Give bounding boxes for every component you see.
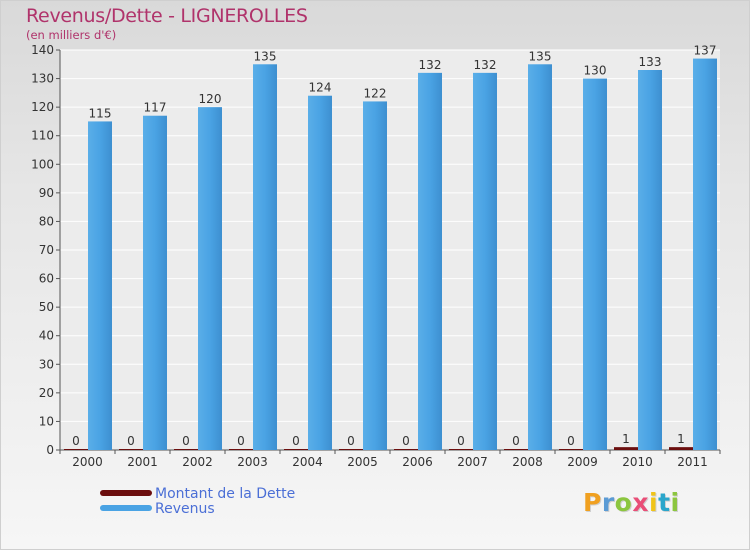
- revenue-bar: [638, 70, 662, 450]
- revenue-bar: [363, 101, 387, 450]
- debt-bar: [504, 449, 528, 450]
- logo-letter: t: [658, 488, 671, 517]
- debt-value-label: 0: [567, 434, 575, 448]
- revenue-bar: [143, 115, 167, 450]
- x-tick-label: 2008: [512, 455, 543, 469]
- debt-value-label: 0: [72, 434, 80, 448]
- revenue-value-label: 135: [529, 49, 552, 63]
- revenue-bar: [693, 58, 717, 450]
- chart-subtitle: (en milliers d'€): [26, 28, 117, 42]
- y-tick-label: 50: [39, 300, 54, 314]
- x-tick-label: 2000: [72, 455, 103, 469]
- x-tick-label: 2007: [457, 455, 488, 469]
- debt-bar: [119, 449, 143, 450]
- legend-label-revenus: Revenus: [155, 501, 215, 517]
- debt-value-label: 0: [402, 434, 410, 448]
- debt-bar: [64, 449, 88, 450]
- y-tick-label: 70: [39, 243, 54, 257]
- debt-bar: [339, 449, 363, 450]
- debt-value-label: 1: [677, 432, 685, 446]
- y-tick-label: 140: [31, 43, 54, 57]
- debt-value-label: 0: [237, 434, 245, 448]
- logo-letter: P: [583, 488, 602, 517]
- logo-letter: o: [614, 488, 633, 517]
- x-tick-label: 2003: [237, 455, 268, 469]
- revenue-bar: [418, 72, 442, 450]
- y-tick-label: 130: [31, 72, 54, 86]
- revenue-value-label: 117: [144, 101, 167, 115]
- debt-value-label: 1: [622, 432, 630, 446]
- x-tick-label: 2001: [127, 455, 158, 469]
- proxiti-logo: Proxiti: [583, 488, 680, 517]
- revenue-bar: [253, 64, 277, 451]
- debt-bar: [174, 449, 198, 450]
- revenue-value-label: 124: [309, 81, 332, 95]
- revenue-bar: [583, 78, 607, 451]
- revenue-value-label: 120: [199, 92, 222, 106]
- chart-title: Revenus/Dette - LIGNEROLLES: [26, 5, 308, 27]
- debt-bar: [394, 449, 418, 450]
- debt-bar: [669, 447, 693, 450]
- debt-bar: [559, 449, 583, 450]
- y-tick-label: 120: [31, 100, 54, 114]
- revenue-bar: [528, 64, 552, 451]
- legend-label-dette: Montant de la Dette: [155, 486, 296, 502]
- x-tick-label: 2010: [622, 455, 653, 469]
- debt-bar: [229, 449, 253, 450]
- y-tick-label: 80: [39, 214, 54, 228]
- y-tick-label: 40: [39, 329, 54, 343]
- y-tick-label: 20: [39, 386, 54, 400]
- debt-value-label: 0: [512, 434, 520, 448]
- legend-swatch-dette: [100, 490, 152, 496]
- debt-value-label: 0: [347, 434, 355, 448]
- x-tick-label: 2002: [182, 455, 213, 469]
- revenue-value-label: 132: [419, 58, 442, 72]
- debt-value-label: 0: [457, 434, 465, 448]
- debt-value-label: 0: [182, 434, 190, 448]
- revenue-bar: [198, 107, 222, 451]
- y-tick-label: 0: [46, 443, 54, 457]
- y-tick-label: 100: [31, 157, 54, 171]
- revenue-bar: [88, 121, 112, 450]
- logo-letter: i: [670, 488, 680, 517]
- x-tick-label: 2004: [292, 455, 323, 469]
- x-tick-label: 2006: [402, 455, 433, 469]
- x-tick-label: 2005: [347, 455, 378, 469]
- y-tick-label: 60: [39, 272, 54, 286]
- y-tick-label: 90: [39, 186, 54, 200]
- x-tick-label: 2009: [567, 455, 598, 469]
- y-tick-label: 30: [39, 357, 54, 371]
- revenue-value-label: 133: [639, 55, 662, 69]
- y-tick-label: 110: [31, 129, 54, 143]
- revenue-value-label: 132: [474, 58, 497, 72]
- revenue-value-label: 137: [694, 44, 717, 58]
- debt-bar: [449, 449, 473, 450]
- revenue-value-label: 115: [89, 106, 112, 120]
- debt-value-label: 0: [292, 434, 300, 448]
- revenue-value-label: 135: [254, 49, 277, 63]
- debt-value-label: 0: [127, 434, 135, 448]
- x-tick-label: 2011: [677, 455, 708, 469]
- revenue-bar: [308, 95, 332, 450]
- logo-letter: i: [649, 488, 659, 517]
- logo-letter: x: [632, 488, 649, 517]
- debt-bar: [284, 449, 308, 450]
- revenue-value-label: 122: [364, 86, 387, 100]
- debt-bar: [614, 447, 638, 450]
- legend-swatch-revenus: [100, 505, 152, 511]
- revenue-value-label: 130: [584, 64, 607, 78]
- revenue-bar: [473, 72, 497, 450]
- y-tick-label: 10: [39, 414, 54, 428]
- logo-letter: r: [601, 488, 615, 517]
